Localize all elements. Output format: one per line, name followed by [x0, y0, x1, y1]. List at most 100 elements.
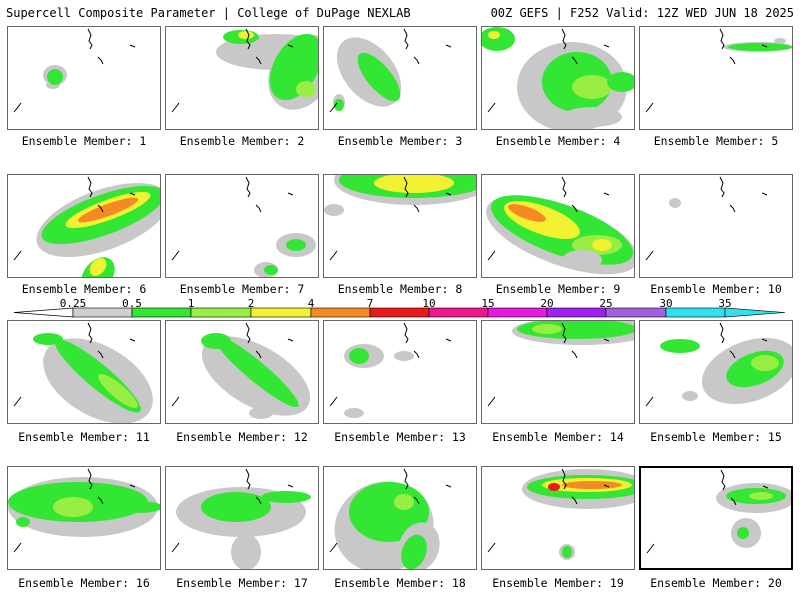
coastline: [761, 192, 768, 196]
coastline: [245, 176, 251, 198]
coastline: [413, 56, 420, 65]
scp-contour-green: [401, 534, 427, 569]
ensemble-panel-10[interactable]: [639, 174, 793, 278]
scp-contour-gray: [774, 38, 786, 44]
scp-field-map: [171, 322, 311, 419]
scp-field-map: [329, 468, 452, 569]
coastline: [403, 322, 409, 344]
coastline: [762, 485, 769, 489]
colorbar-segment: [546, 307, 607, 318]
coastline: [761, 44, 768, 48]
coastline: [445, 484, 452, 488]
coastline: [561, 322, 567, 344]
coastline: [445, 44, 452, 48]
scp-contour-gray: [231, 534, 261, 569]
coastline: [603, 484, 610, 488]
colorbar-tick-label: 0.25: [59, 297, 87, 310]
colorbar-segment: [310, 307, 371, 318]
coastline: [13, 542, 22, 553]
scp-field-map: [329, 322, 452, 418]
panel-label: Ensemble Member: 9: [495, 282, 621, 296]
coastline: [245, 322, 251, 344]
panel-label: Ensemble Member: 13: [334, 430, 466, 444]
panel-label: Ensemble Member: 7: [179, 282, 305, 296]
ensemble-panel-7[interactable]: [165, 174, 319, 278]
scp-contour-green: [213, 334, 299, 408]
ensemble-panel-1[interactable]: [7, 26, 161, 130]
scp-contour-green: [261, 491, 311, 503]
scp-contour-lightgreen: [394, 494, 414, 510]
colorbar-tick-label: 20: [540, 297, 554, 310]
coastline: [87, 28, 93, 50]
coastline: [287, 338, 294, 342]
coastline: [720, 469, 726, 491]
colorbar-segment: [190, 307, 252, 318]
ensemble-panel-19[interactable]: [481, 466, 635, 570]
ensemble-panel-6[interactable]: [7, 174, 161, 278]
ensemble-panel-9[interactable]: [481, 174, 635, 278]
scp-field-map: [646, 469, 791, 554]
scp-contour-red: [548, 483, 560, 491]
scp-contour-green: [33, 333, 63, 345]
panel-label: Ensemble Member: 12: [176, 430, 308, 444]
ensemble-panel-13[interactable]: [323, 320, 477, 424]
ensemble-panel-2[interactable]: [165, 26, 319, 130]
scp-contour-yellow: [374, 175, 454, 193]
coastline: [413, 496, 420, 505]
scp-contour-gray: [669, 198, 681, 208]
scp-contour-green: [607, 72, 634, 92]
coastline: [245, 468, 251, 490]
coastline: [13, 250, 22, 261]
scp-contour-green: [660, 339, 700, 353]
colorbar-tick-label: 4: [307, 297, 315, 310]
ensemble-panel-11[interactable]: [7, 320, 161, 424]
coastline: [403, 176, 409, 198]
panel-label: Ensemble Member: 20: [650, 576, 782, 590]
ensemble-panel-4[interactable]: [481, 26, 635, 130]
coastline: [571, 350, 578, 359]
coastline: [287, 192, 294, 196]
scp-field-map: [13, 322, 153, 423]
coastline: [255, 56, 262, 65]
scp-contour-gray: [562, 107, 622, 127]
scp-contour-lightgreen: [572, 75, 612, 99]
colorbar-high-arrow: [724, 307, 786, 318]
ensemble-panel-3[interactable]: [323, 26, 477, 130]
scp-contour-lightgreen: [749, 492, 773, 500]
coastline: [571, 56, 578, 65]
scp-field-map: [486, 176, 634, 275]
coastline: [719, 28, 725, 50]
scp-contour-green: [201, 333, 231, 349]
ensemble-panel-14[interactable]: [481, 320, 635, 424]
coastline: [445, 338, 452, 342]
coastline: [287, 44, 294, 48]
coastline: [719, 322, 725, 344]
coastline: [255, 350, 262, 359]
panel-label: Ensemble Member: 4: [495, 134, 621, 148]
ensemble-panel-8[interactable]: [323, 174, 477, 278]
ensemble-panel-5[interactable]: [639, 26, 793, 130]
panel-label: Ensemble Member: 11: [18, 430, 150, 444]
colorbar-segment: [487, 307, 548, 318]
ensemble-panel-16[interactable]: [7, 466, 161, 570]
header-title: Supercell Composite Parameter | College …: [6, 6, 411, 20]
header-valid-time: 00Z GEFS | F252 Valid: 12Z WED JUN 18 20…: [490, 6, 794, 20]
coastline: [603, 192, 610, 196]
ensemble-panel-18[interactable]: [323, 466, 477, 570]
coastline: [329, 396, 338, 407]
coastline: [571, 496, 578, 505]
ensemble-panel-15[interactable]: [639, 320, 793, 424]
scp-contour-green: [482, 27, 515, 51]
coastline: [13, 102, 22, 113]
ensemble-panel-17[interactable]: [165, 466, 319, 570]
coastline: [97, 204, 104, 213]
scp-field-map: [171, 28, 318, 113]
scp-contour-green: [16, 517, 30, 527]
scp-field-map: [13, 176, 160, 277]
coastline: [645, 102, 654, 113]
ensemble-panel-20[interactable]: [639, 466, 793, 570]
scp-contour-green: [334, 99, 344, 111]
coastline: [255, 496, 262, 505]
ensemble-panel-12[interactable]: [165, 320, 319, 424]
coastline: [571, 204, 578, 213]
